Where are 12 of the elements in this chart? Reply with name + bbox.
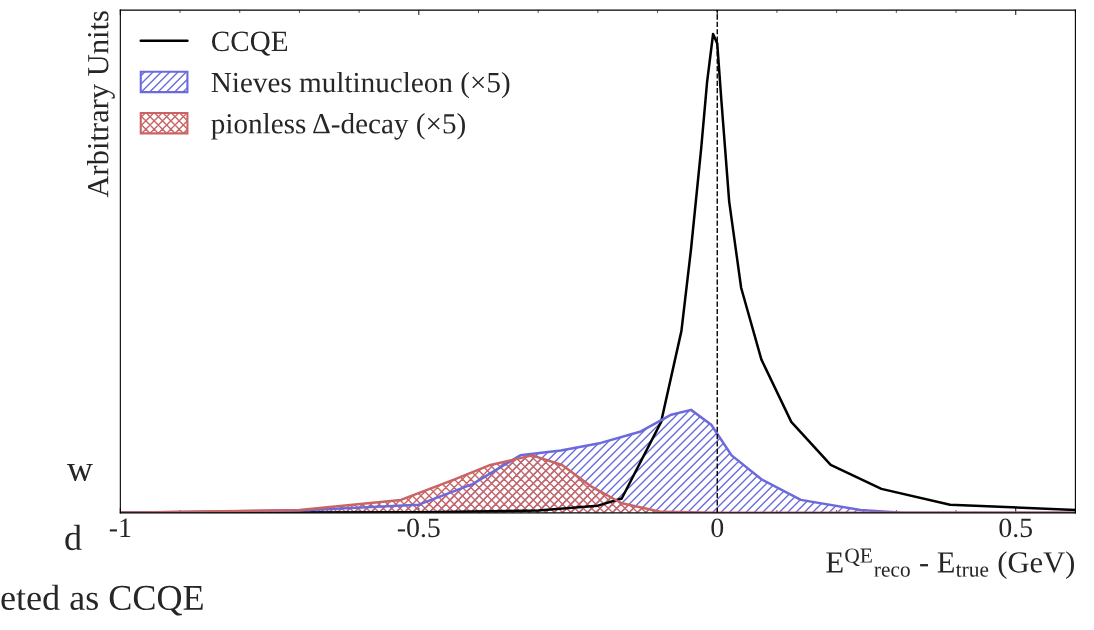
x-tick-label: 0.5: [999, 518, 1032, 538]
x-tick-label: -0.5: [397, 518, 440, 538]
y-axis-title: Arbitrary Units: [86, 11, 115, 198]
text: eted as CCQE: [1, 584, 203, 616]
text: d: [65, 524, 82, 551]
legend-label: CCQE: [211, 31, 288, 56]
x-tick-label: 0: [711, 518, 724, 538]
x-tick-label: -1: [109, 518, 131, 537]
legend-label: pionless Δ-decay (×5): [211, 113, 465, 140]
text: w: [66, 463, 93, 481]
legend-label: Nieves multinucleon (×5): [211, 71, 510, 99]
x-axis-title: E$^{QE}$$_{reco}$ - E$_{true}$ (GeV): [826, 548, 1074, 579]
